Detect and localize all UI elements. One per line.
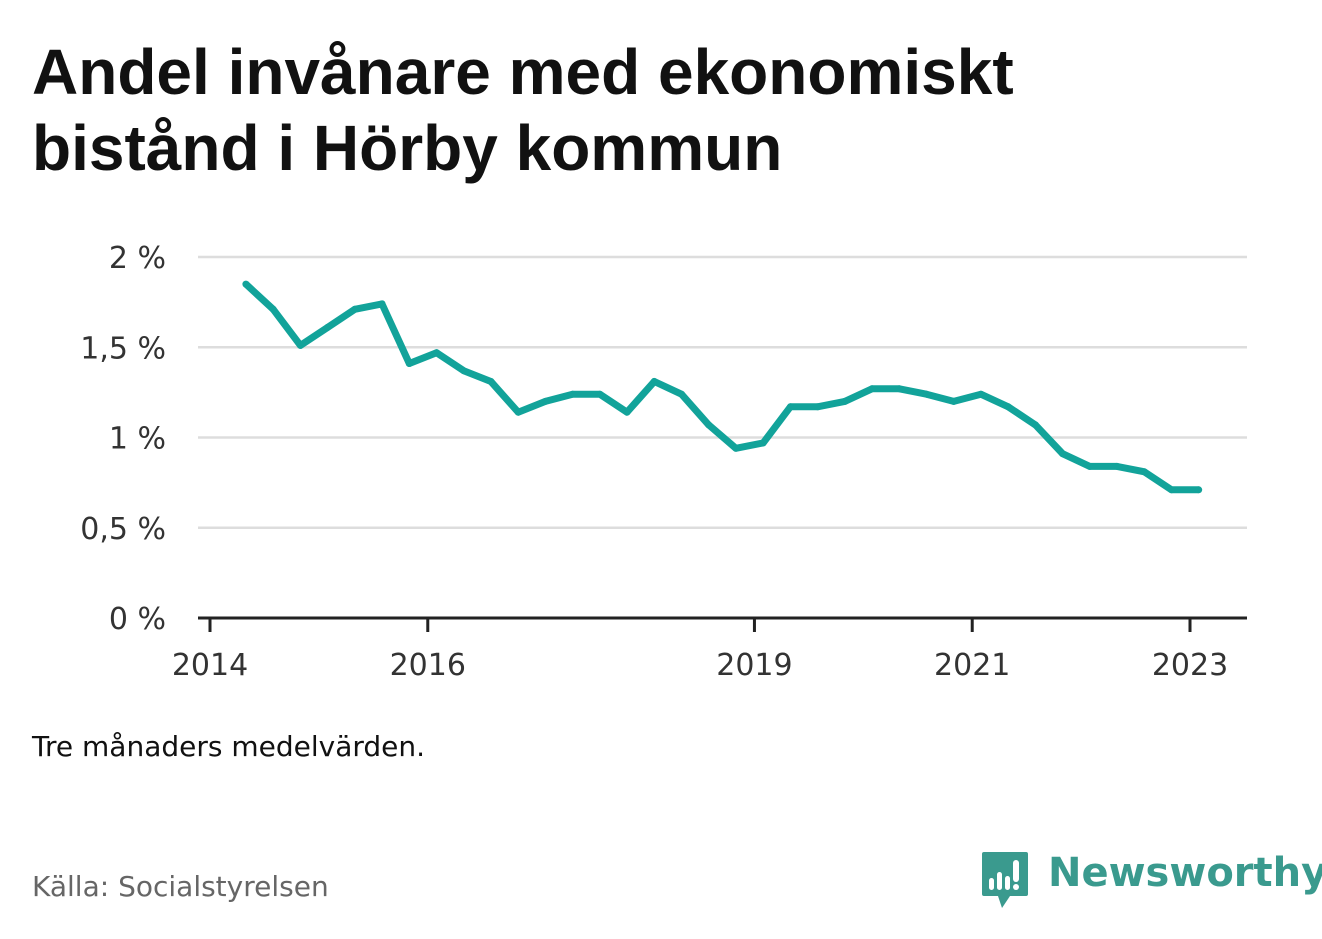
data-point — [814, 403, 822, 411]
chart-note: Tre månaders medelvärden. — [32, 730, 426, 763]
data-point — [596, 390, 604, 398]
data-point — [1168, 486, 1175, 494]
data-point — [514, 408, 522, 416]
data-point — [269, 305, 277, 313]
x-tick-label: 2014 — [172, 648, 248, 683]
data-point — [977, 390, 985, 398]
data-point — [433, 349, 440, 357]
data-point — [405, 360, 413, 367]
data-point — [324, 323, 332, 331]
series-layer — [242, 280, 1203, 494]
data-point — [759, 439, 767, 447]
data-point — [705, 421, 713, 429]
data-point — [1086, 462, 1094, 470]
data-point — [786, 403, 794, 411]
data-point — [1195, 486, 1203, 494]
data-point — [1059, 450, 1067, 458]
data-point — [841, 397, 849, 405]
data-point — [895, 385, 903, 393]
y-tick-label: 1 % — [109, 422, 166, 457]
data-point — [950, 397, 958, 405]
data-point — [460, 367, 468, 375]
x-tick-label: 2023 — [1152, 648, 1228, 683]
y-axis-labels: 0 % 0,5 % 1 % 1,5 % 2 % — [80, 241, 166, 637]
x-tick-label: 2016 — [390, 648, 466, 683]
data-point — [1113, 462, 1121, 470]
data-point — [923, 390, 930, 398]
data-point — [378, 300, 386, 308]
data-point — [569, 390, 577, 398]
data-point — [732, 444, 740, 452]
data-point — [650, 378, 658, 385]
data-point — [678, 390, 685, 398]
grid-lines — [198, 255, 1247, 529]
data-point — [296, 341, 304, 349]
y-tick-label: 2 % — [109, 241, 166, 276]
series-line — [243, 281, 1199, 494]
data-point — [1140, 468, 1148, 476]
y-tick-label: 0 % — [109, 602, 166, 637]
data-point — [541, 397, 549, 405]
x-tick-label: 2019 — [716, 648, 792, 683]
source-label: Källa: Socialstyrelsen — [32, 870, 329, 903]
x-axis: 2014 2016 2019 2021 2023 — [172, 616, 1247, 683]
data-point — [351, 305, 359, 313]
data-point — [487, 378, 495, 385]
data-point — [868, 385, 876, 393]
data-point — [1031, 421, 1039, 429]
x-tick-label: 2021 — [934, 648, 1010, 683]
chart-title: Andel invånare med ekonomiskt bistånd i … — [32, 36, 1014, 184]
newsworthy-logo-icon — [982, 852, 1028, 908]
data-point — [623, 408, 631, 416]
y-tick-label: 1,5 % — [80, 331, 166, 366]
y-tick-label: 0,5 % — [80, 512, 166, 547]
data-point — [242, 280, 250, 288]
data-point — [1004, 403, 1012, 411]
brand-name: Newsworthy — [1048, 850, 1322, 896]
